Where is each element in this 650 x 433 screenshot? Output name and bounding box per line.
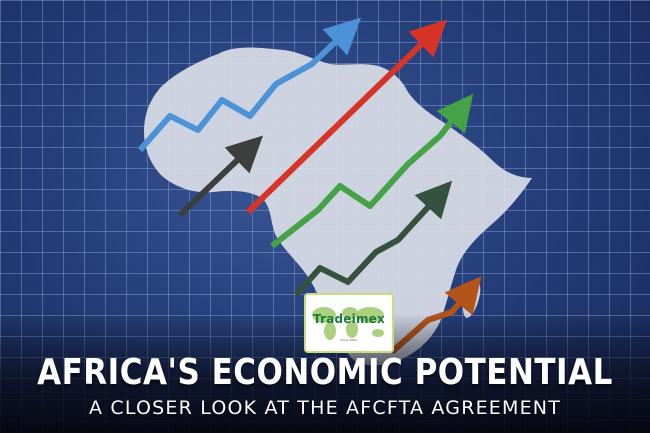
growth-arrow-icon	[293, 180, 453, 297]
growth-arrow-icon	[245, 19, 447, 215]
tradeimex-logo: Tradeimex Since 2003-	[304, 293, 394, 353]
logo-brand-text: Tradeimex	[313, 312, 385, 326]
growth-arrow-icon	[270, 93, 474, 249]
banner-headline: AFRICA'S ECONOMIC POTENTIAL	[37, 352, 613, 394]
africa-map-icon	[144, 47, 532, 366]
banner-subheadline: A CLOSER LOOK AT THE AFCFTA AGREEMENT	[88, 397, 562, 419]
world-map-icon	[312, 307, 384, 340]
logo-tagline: Since 2003-	[340, 338, 358, 342]
growth-arrow-icon	[177, 135, 264, 218]
growth-arrow-icon	[137, 17, 362, 152]
